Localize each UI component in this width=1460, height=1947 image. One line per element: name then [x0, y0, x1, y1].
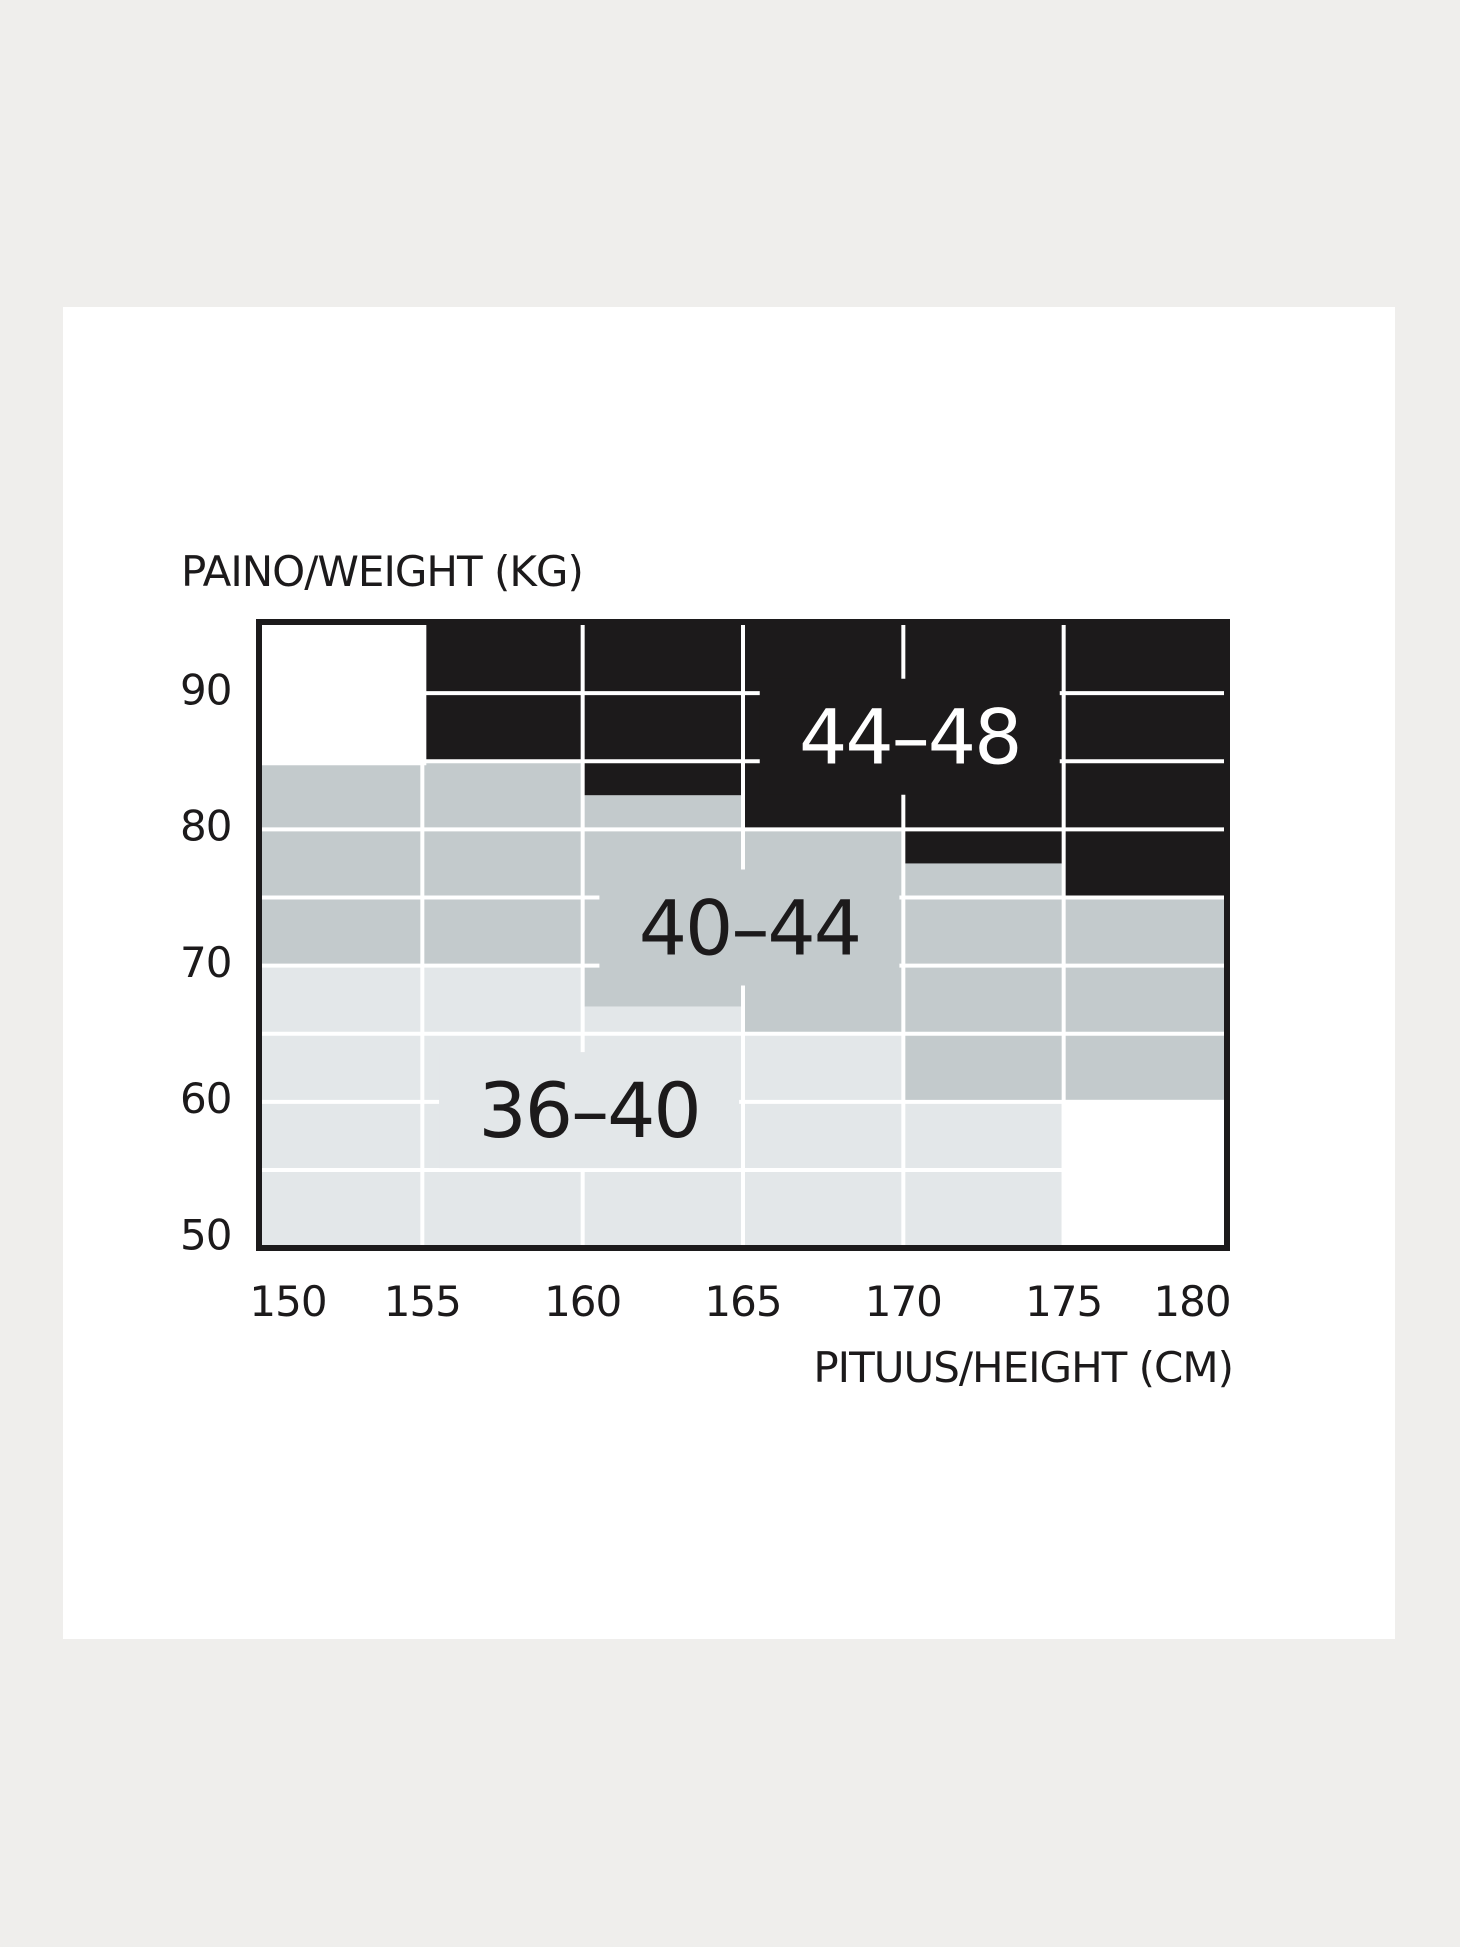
zone-cell-z2 — [422, 761, 583, 966]
x-tick-label: 150 — [249, 1277, 326, 1326]
zone-label-z2: 40–44 — [639, 884, 860, 973]
x-tick-label: 180 — [1153, 1277, 1230, 1326]
zone-cell-z2 — [903, 863, 1064, 1102]
zone-cell-z1 — [903, 1101, 1064, 1245]
x-tick-label: 155 — [384, 1277, 461, 1326]
x-axis-title: PITUUS/HEIGHT (CM) — [813, 1343, 1233, 1392]
y-axis-title: PAINO/WEIGHT (KG) — [181, 547, 583, 596]
y-tick-label: 80 — [180, 802, 231, 851]
y-tick-label: 70 — [180, 938, 231, 987]
zone-label-z1: 36–40 — [478, 1066, 699, 1155]
zone-label-background — [439, 1052, 740, 1169]
x-tick-label: 165 — [704, 1277, 781, 1326]
zone-label-background — [599, 869, 900, 986]
y-tick-label: 50 — [180, 1210, 231, 1259]
zone-cell-z1 — [743, 1033, 904, 1245]
x-tick-label: 175 — [1025, 1277, 1102, 1326]
x-tick-label: 160 — [544, 1277, 621, 1326]
blank-cell — [1061, 1099, 1224, 1245]
y-tick-label: 90 — [180, 665, 231, 714]
blank-cells — [262, 625, 1224, 1245]
zone-cell-z2 — [1063, 897, 1224, 1102]
x-tick-label: 170 — [865, 1277, 942, 1326]
zone-labels: 36–40 40–44 44–48 — [439, 678, 1060, 1169]
y-tick-labels: 90 80 70 60 50 — [180, 665, 232, 1259]
y-tick-label: 60 — [180, 1074, 231, 1123]
zone-cell-z2 — [262, 761, 423, 966]
zone-label-z3: 44–48 — [799, 693, 1020, 782]
zone-cell-z1 — [262, 965, 423, 1245]
zone-cell-z3 — [582, 625, 743, 796]
x-tick-labels: 150 155 160 165 170 175 180 — [249, 1277, 1231, 1326]
zone-label-background — [759, 678, 1060, 795]
plot-frame — [256, 619, 1230, 1251]
blank-cell — [262, 625, 427, 766]
